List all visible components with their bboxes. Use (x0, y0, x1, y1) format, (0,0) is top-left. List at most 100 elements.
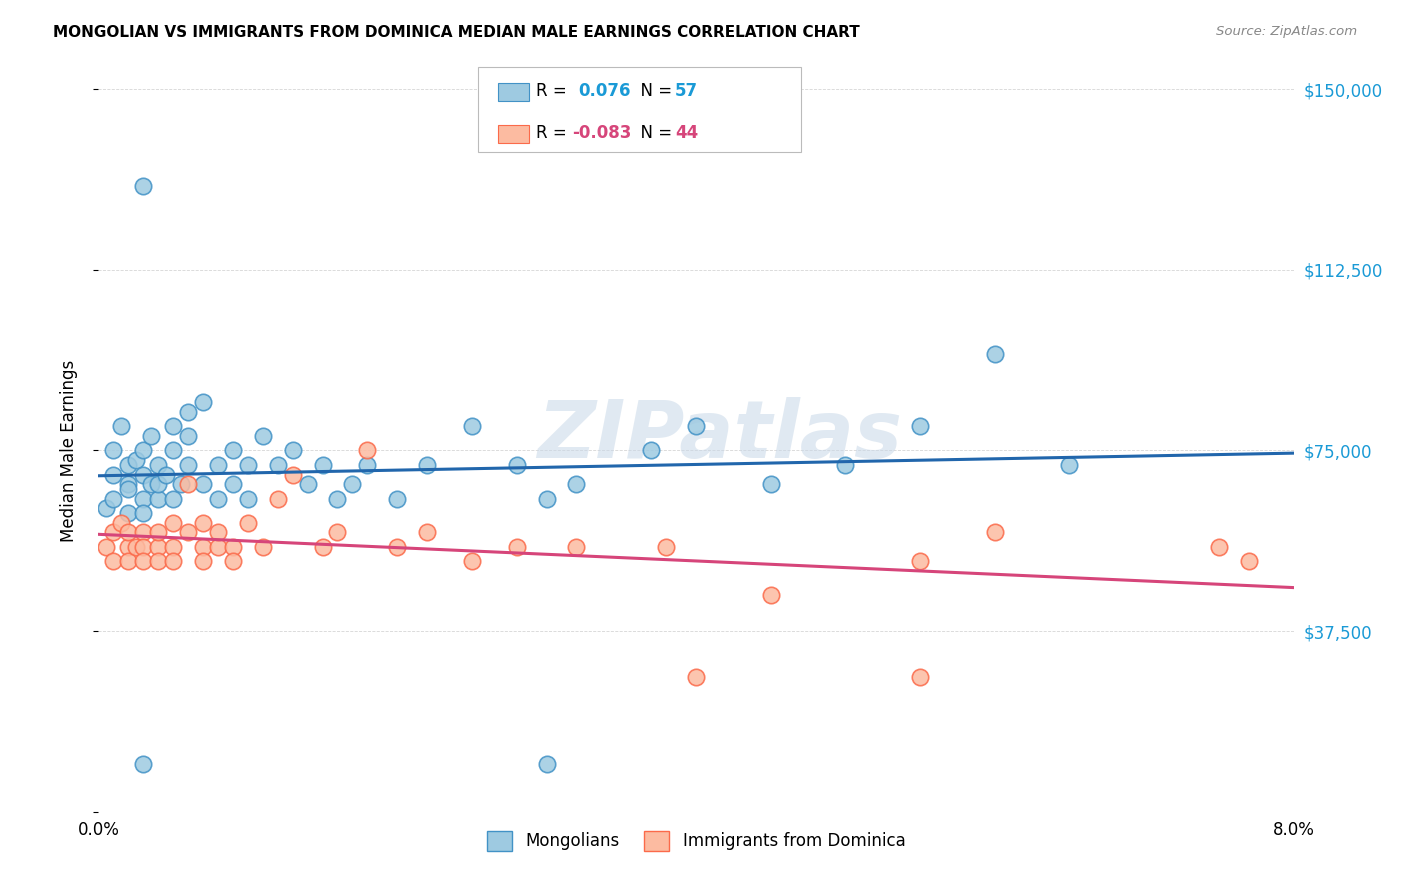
Point (139, 477, 162, 491)
Point (222, 443, 245, 458)
Point (984, 347, 1007, 361)
Point (117, 482, 139, 496)
Point (177, 525, 200, 540)
Point (191, 477, 214, 491)
Point (356, 458, 378, 472)
Point (1059, 458, 1081, 472)
Point (139, 429, 162, 443)
Point (94, 501, 117, 516)
Point (162, 443, 184, 458)
Point (148, 525, 170, 540)
Point (311, 458, 333, 472)
Point (132, 525, 155, 540)
Point (565, 477, 588, 491)
Point (162, 554, 184, 568)
Point (132, 540, 155, 554)
Point (267, 458, 290, 472)
Text: 57: 57 (675, 82, 697, 100)
Point (162, 516, 184, 530)
Point (191, 516, 214, 530)
Point (117, 540, 139, 554)
Point (132, 506, 155, 520)
Point (536, 756, 558, 771)
Text: ZIPatlas: ZIPatlas (537, 397, 903, 475)
Point (416, 525, 439, 540)
Point (222, 540, 245, 554)
Point (162, 491, 184, 506)
Text: -0.083: -0.083 (572, 124, 631, 142)
Point (148, 540, 170, 554)
Point (506, 540, 529, 554)
Point (117, 506, 139, 520)
Point (110, 419, 132, 434)
Point (984, 525, 1007, 540)
Point (461, 419, 484, 434)
Point (759, 477, 782, 491)
Point (117, 525, 139, 540)
Point (326, 525, 349, 540)
Point (103, 554, 125, 568)
Point (685, 419, 707, 434)
Point (162, 540, 184, 554)
Point (252, 429, 274, 443)
Point (640, 443, 662, 458)
Text: MONGOLIAN VS IMMIGRANTS FROM DOMINICA MEDIAN MALE EARNINGS CORRELATION CHART: MONGOLIAN VS IMMIGRANTS FROM DOMINICA ME… (53, 25, 860, 40)
Point (236, 458, 259, 472)
Point (191, 540, 214, 554)
Text: 0.076: 0.076 (578, 82, 630, 100)
Point (281, 443, 304, 458)
Point (385, 491, 409, 506)
Point (281, 467, 304, 482)
Point (565, 540, 588, 554)
Point (103, 467, 125, 482)
Point (132, 491, 155, 506)
Point (103, 525, 125, 540)
Text: R =: R = (536, 82, 572, 100)
Point (117, 554, 139, 568)
Point (177, 405, 200, 419)
Point (207, 458, 229, 472)
Point (148, 477, 170, 491)
Point (207, 491, 229, 506)
Point (908, 670, 931, 684)
Point (536, 491, 558, 506)
Point (103, 443, 125, 458)
Point (177, 429, 200, 443)
Point (1208, 540, 1230, 554)
Point (326, 491, 349, 506)
Point (132, 756, 155, 771)
Point (148, 458, 170, 472)
Point (148, 554, 170, 568)
Point (132, 443, 155, 458)
Point (416, 458, 439, 472)
Point (162, 419, 184, 434)
Text: N =: N = (630, 82, 678, 100)
Point (506, 458, 529, 472)
Point (222, 477, 245, 491)
Point (1237, 554, 1260, 568)
Point (222, 554, 245, 568)
Text: Source: ZipAtlas.com: Source: ZipAtlas.com (1216, 25, 1357, 38)
Text: R =: R = (536, 124, 572, 142)
Point (759, 588, 782, 602)
Point (207, 525, 229, 540)
Point (110, 516, 132, 530)
Point (148, 491, 170, 506)
Point (132, 554, 155, 568)
Point (191, 554, 214, 568)
Point (117, 458, 139, 472)
Point (461, 554, 484, 568)
Point (834, 458, 856, 472)
Point (236, 491, 259, 506)
Point (908, 419, 931, 434)
Point (177, 458, 200, 472)
Point (117, 477, 139, 491)
Point (191, 395, 214, 409)
Legend: Mongolians, Immigrants from Dominica: Mongolians, Immigrants from Dominica (479, 824, 912, 857)
Text: N =: N = (630, 124, 678, 142)
Point (125, 453, 148, 467)
Point (155, 467, 177, 482)
Point (94, 540, 117, 554)
Point (311, 540, 333, 554)
Point (125, 540, 148, 554)
